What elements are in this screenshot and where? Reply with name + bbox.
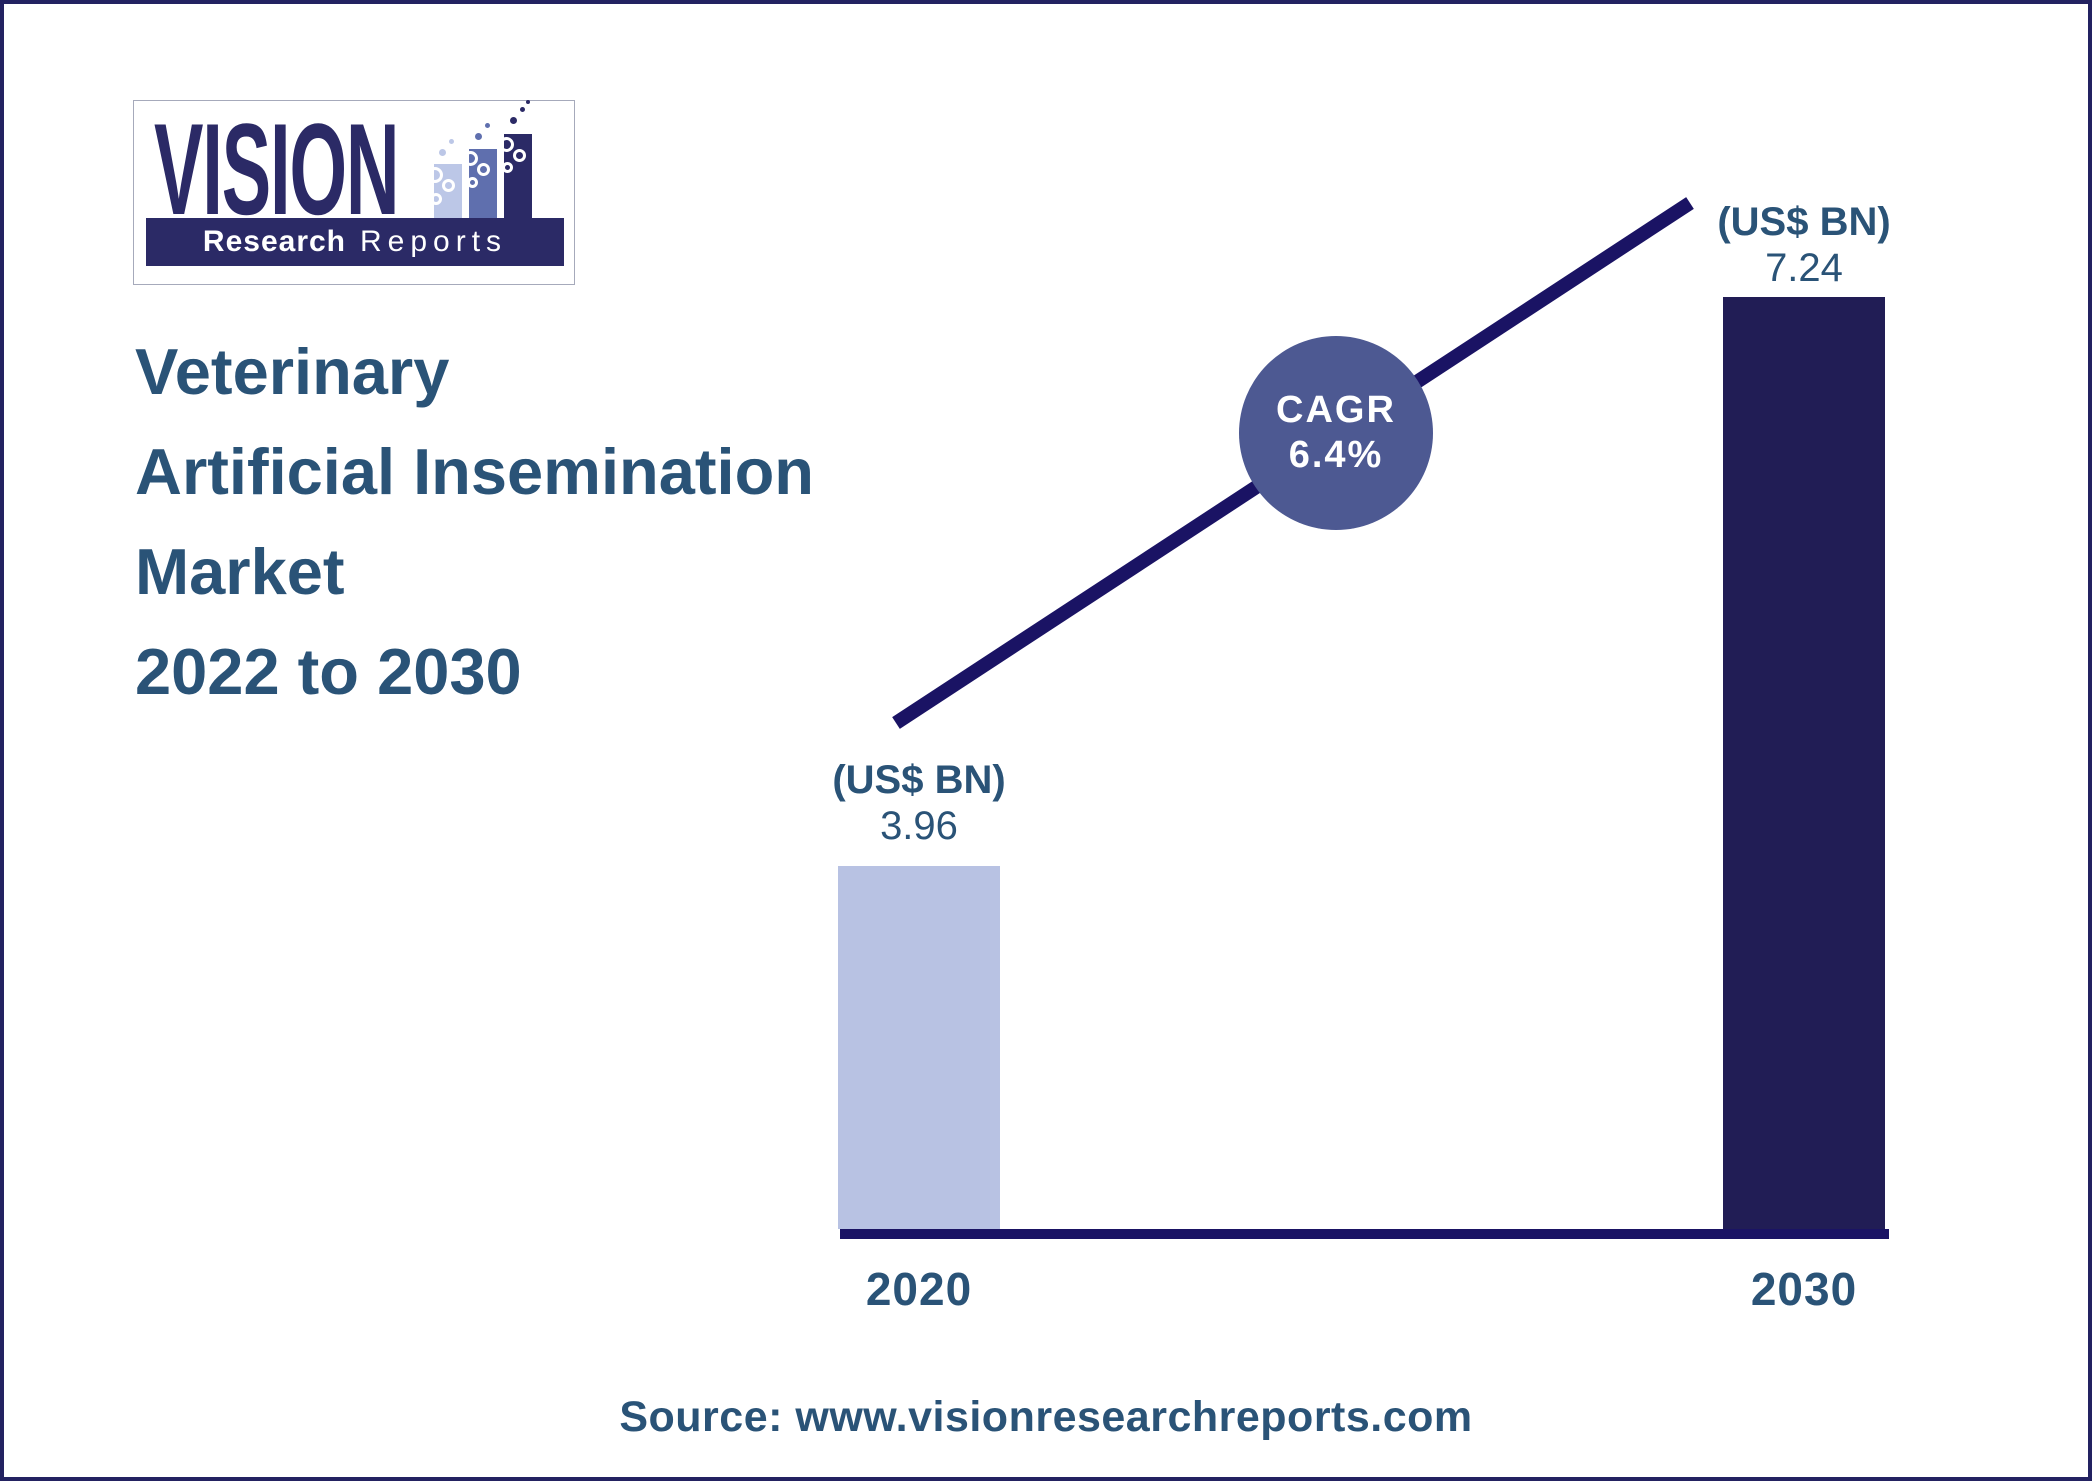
- logo-subtitle: Research Reports: [146, 218, 564, 266]
- page-title: Veterinary Artificial Insemination Marke…: [135, 322, 814, 722]
- bubble-icon: [499, 137, 514, 152]
- bubble-icon: [477, 163, 490, 176]
- value-2030: 7.24: [1765, 246, 1843, 290]
- bar-value-label-2020: (US$ BN) 3.96: [769, 757, 1069, 849]
- brand-logo: VISION Research Reports: [133, 100, 575, 285]
- bubble-icon: [449, 139, 454, 144]
- bubble-icon: [463, 151, 478, 166]
- bubble-icon: [439, 149, 446, 156]
- title-line-3: Market: [135, 535, 345, 608]
- bubble-icon: [442, 179, 455, 192]
- cagr-label: CAGR: [1276, 389, 1396, 431]
- bar-2020: [838, 866, 1000, 1229]
- title-line-2: Artificial Insemination: [135, 435, 815, 508]
- bubble-icon: [427, 167, 443, 183]
- unit-label-2030: (US$ BN): [1717, 200, 1891, 244]
- bubble-icon: [520, 107, 525, 112]
- value-2020: 3.96: [880, 804, 958, 848]
- source-text: Source: www.visionresearchreports.com: [619, 1393, 1473, 1441]
- bubble-icon: [513, 149, 526, 162]
- bar-value-label-2030: (US$ BN) 7.24: [1654, 199, 1954, 291]
- unit-label-2020: (US$ BN): [832, 758, 1006, 802]
- bubble-icon: [526, 100, 530, 104]
- x-axis-line: [840, 1229, 1889, 1239]
- bubble-icon: [430, 193, 442, 205]
- cagr-value: 6.4%: [1288, 434, 1384, 476]
- x-tick-2030: 2030: [1750, 1263, 1858, 1315]
- bubble-icon: [502, 162, 513, 173]
- logo-wordmark: VISION: [154, 96, 399, 242]
- bubble-icon: [475, 133, 482, 140]
- bubble-icon: [510, 117, 517, 124]
- bubble-icon: [485, 123, 490, 128]
- title-line-4: 2022 to 2030: [135, 635, 522, 708]
- title-line-1: Veterinary: [135, 335, 450, 408]
- cagr-badge: CAGR 6.4%: [1239, 336, 1433, 530]
- bubble-icon: [467, 177, 478, 188]
- bar-2030: [1723, 297, 1885, 1229]
- x-tick-2020: 2020: [865, 1263, 973, 1315]
- logo-subtitle-reports: Reports: [360, 225, 508, 258]
- logo-subtitle-research: Research: [202, 225, 347, 258]
